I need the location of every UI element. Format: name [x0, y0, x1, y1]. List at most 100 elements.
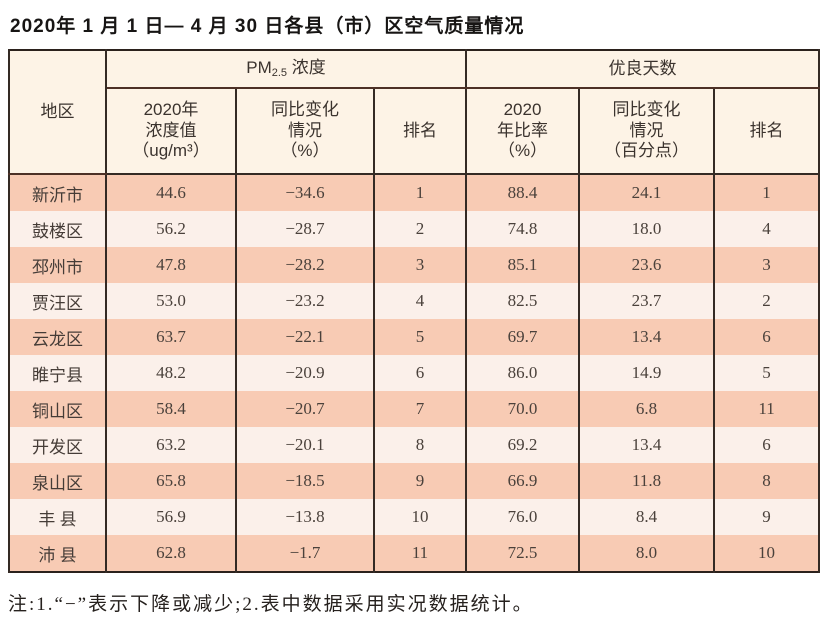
header-ratio-rank: 排名	[713, 88, 821, 175]
table-row: 沛 县 62.8 −1.7 11 72.5 8.0 10	[8, 535, 821, 572]
ratio-value-cell: 76.0	[465, 499, 581, 535]
ratio-value-cell: 74.8	[465, 211, 581, 247]
footnote: 注:1.“−”表示下降或减少;2.表中数据采用实况数据统计。	[8, 594, 534, 615]
pm-change-cell: −20.1	[235, 427, 375, 463]
table-row: 新沂市 44.6 −34.6 1 88.4 24.1 1	[8, 174, 821, 211]
region-cell: 鼓楼区	[8, 211, 107, 247]
ratio-change-cell: 23.6	[578, 247, 716, 283]
ratio-change-cell: 24.1	[578, 174, 716, 211]
table-row: 鼓楼区 56.2 −28.7 2 74.8 18.0 4	[8, 211, 821, 247]
header-pm-change: 同比变化 情况 （%）	[235, 88, 375, 175]
pm-value-cell: 62.8	[105, 535, 237, 572]
ratio-value-cell: 88.4	[465, 174, 581, 211]
pm-rank-cell: 10	[372, 499, 468, 535]
header-pm-value: 2020年 浓度值 （ug/m³）	[105, 88, 237, 175]
pm-rank-cell: 3	[372, 247, 468, 283]
pm-rank-cell: 8	[372, 427, 468, 463]
pm-value-cell: 63.7	[105, 319, 237, 355]
ratio-change-cell: 23.7	[578, 283, 716, 319]
pm-rank-cell: 11	[372, 535, 468, 572]
pm-value-cell: 44.6	[105, 174, 237, 211]
pm-rank-cell: 7	[372, 391, 468, 427]
table-row: 云龙区 63.7 −22.1 5 69.7 13.4 6	[8, 319, 821, 355]
pm-value-cell: 65.8	[105, 463, 237, 499]
pm-change-cell: −28.2	[235, 247, 375, 283]
pm-value-cell: 56.9	[105, 499, 237, 535]
ratio-rank-cell: 4	[713, 211, 821, 247]
pm-change-cell: −34.6	[235, 174, 375, 211]
ratio-change-cell: 13.4	[578, 319, 716, 355]
region-cell: 邳州市	[8, 247, 107, 283]
region-cell: 开发区	[8, 427, 107, 463]
table-row: 泉山区 65.8 −18.5 9 66.9 11.8 8	[8, 463, 821, 499]
pm-change-cell: −13.8	[235, 499, 375, 535]
ratio-value-cell: 66.9	[465, 463, 581, 499]
header-group-row: 地区 PM2.5 浓度 优良天数	[8, 50, 821, 175]
ratio-rank-cell: 11	[713, 391, 821, 427]
ratio-change-cell: 14.9	[578, 355, 716, 391]
ratio-value-cell: 69.7	[465, 319, 581, 355]
ratio-value-cell: 82.5	[465, 283, 581, 319]
table-row: 开发区 63.2 −20.1 8 69.2 13.4 6	[8, 427, 821, 463]
ratio-change-cell: 13.4	[578, 427, 716, 463]
pm-rank-cell: 2	[372, 211, 468, 247]
region-cell: 贾汪区	[8, 283, 107, 319]
pm-change-cell: −23.2	[235, 283, 375, 319]
pm-value-cell: 53.0	[105, 283, 237, 319]
ratio-rank-cell: 6	[713, 427, 821, 463]
header-region: 地区	[8, 50, 107, 175]
page-title: 2020年 1 月 1 日— 4 月 30 日各县（市）区空气质量情况	[10, 16, 525, 37]
pm-change-cell: −22.1	[235, 319, 375, 355]
header-pm-rank: 排名	[372, 88, 468, 175]
pm-rank-cell: 9	[372, 463, 468, 499]
table-row: 贾汪区 53.0 −23.2 4 82.5 23.7 2	[8, 283, 821, 319]
header-sub-row: 2020年 浓度值 （ug/m³） 同比变化 情况 （%） 排名 2020 年比…	[9, 88, 821, 175]
region-cell: 铜山区	[8, 391, 107, 427]
region-cell: 新沂市	[8, 174, 107, 211]
pm-value-cell: 48.2	[105, 355, 237, 391]
header-ratio-change: 同比变化 情况 （百分点）	[578, 88, 716, 175]
ratio-value-cell: 86.0	[465, 355, 581, 391]
ratio-rank-cell: 9	[713, 499, 821, 535]
ratio-change-cell: 11.8	[578, 463, 716, 499]
ratio-rank-cell: 8	[713, 463, 821, 499]
pm-value-cell: 58.4	[105, 391, 237, 427]
ratio-rank-cell: 1	[713, 174, 821, 211]
pm-value-cell: 47.8	[105, 247, 237, 283]
table-header: 地区 PM2.5 浓度 优良天数 2020年 浓度值 （ug/m³） 同比变化 …	[8, 50, 821, 175]
ratio-rank-cell: 6	[713, 319, 821, 355]
region-cell: 丰 县	[8, 499, 107, 535]
header-pm25-group: PM2.5 浓度	[104, 50, 468, 89]
pm25-label-sub: 2.5	[271, 66, 288, 79]
pm-rank-cell: 5	[372, 319, 468, 355]
pm-change-cell: −1.7	[235, 535, 375, 572]
ratio-value-cell: 69.2	[465, 427, 581, 463]
pm25-label-main: PM	[246, 57, 272, 77]
pm-change-cell: −20.7	[235, 391, 375, 427]
pm-change-cell: −28.7	[235, 211, 375, 247]
table-row: 睢宁县 48.2 −20.9 6 86.0 14.9 5	[8, 355, 821, 391]
pm-value-cell: 63.2	[105, 427, 237, 463]
table-row: 丰 县 56.9 −13.8 10 76.0 8.4 9	[8, 499, 821, 535]
ratio-value-cell: 70.0	[465, 391, 581, 427]
region-cell: 睢宁县	[8, 355, 107, 391]
pm25-label-suffix: 浓度	[287, 57, 326, 77]
table-row: 邳州市 47.8 −28.2 3 85.1 23.6 3	[8, 247, 821, 283]
ratio-change-cell: 8.0	[578, 535, 716, 572]
pm-rank-cell: 1	[372, 174, 468, 211]
pm-change-cell: −20.9	[235, 355, 375, 391]
ratio-change-cell: 8.4	[578, 499, 716, 535]
ratio-rank-cell: 10	[713, 535, 821, 572]
pm-value-cell: 56.2	[105, 211, 237, 247]
header-good-days-group: 优良天数	[465, 50, 821, 89]
pm-rank-cell: 6	[372, 355, 468, 391]
ratio-rank-cell: 3	[713, 247, 821, 283]
air-quality-table: 地区 PM2.5 浓度 优良天数 2020年 浓度值 （ug/m³） 同比变化 …	[8, 49, 821, 573]
ratio-value-cell: 85.1	[465, 247, 581, 283]
ratio-value-cell: 72.5	[465, 535, 581, 572]
region-cell: 泉山区	[8, 463, 107, 499]
ratio-change-cell: 6.8	[578, 391, 716, 427]
pm-change-cell: −18.5	[235, 463, 375, 499]
ratio-change-cell: 18.0	[578, 211, 716, 247]
ratio-rank-cell: 5	[713, 355, 821, 391]
